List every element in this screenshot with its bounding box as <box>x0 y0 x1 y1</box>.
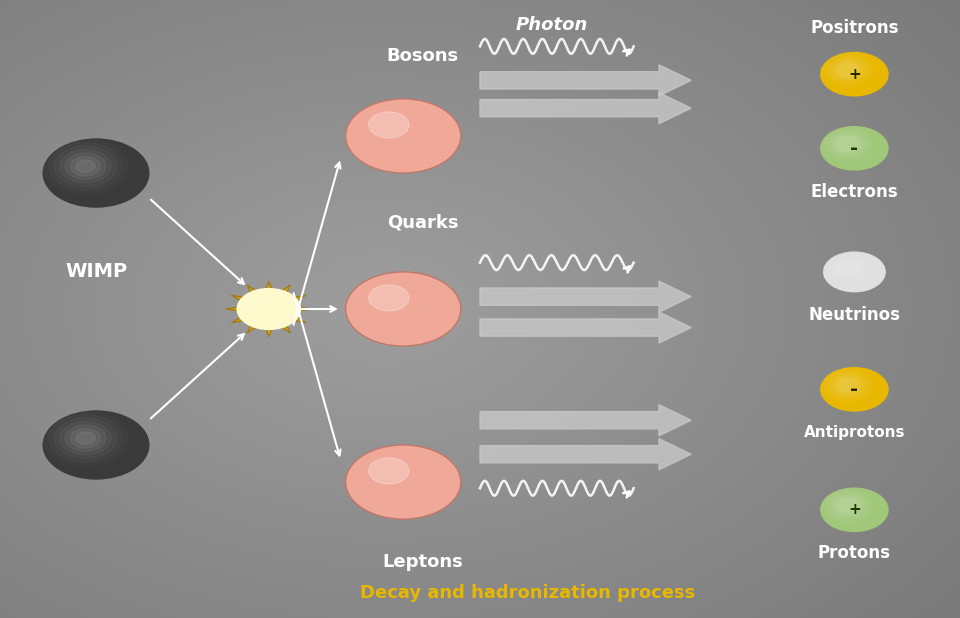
Circle shape <box>70 156 101 176</box>
Circle shape <box>369 458 409 484</box>
Text: WIMP: WIMP <box>65 263 127 281</box>
Text: Positrons: Positrons <box>810 19 899 37</box>
Polygon shape <box>480 65 691 96</box>
Circle shape <box>839 262 858 274</box>
Circle shape <box>838 379 857 391</box>
Circle shape <box>835 62 860 78</box>
Text: Decay and hadronization process: Decay and hadronization process <box>360 584 696 603</box>
Polygon shape <box>480 93 691 124</box>
Circle shape <box>43 139 149 207</box>
Polygon shape <box>226 281 312 337</box>
Text: Protons: Protons <box>818 544 891 562</box>
Circle shape <box>821 368 888 411</box>
Text: Electrons: Electrons <box>810 182 899 201</box>
Circle shape <box>838 499 857 512</box>
Circle shape <box>76 432 95 444</box>
Text: Bosons: Bosons <box>386 46 459 65</box>
Text: Photon: Photon <box>516 15 588 34</box>
Text: -: - <box>851 139 858 158</box>
Circle shape <box>70 428 101 448</box>
Circle shape <box>346 272 461 346</box>
Circle shape <box>821 127 888 170</box>
Polygon shape <box>480 312 691 343</box>
Circle shape <box>838 64 857 76</box>
Circle shape <box>237 289 300 329</box>
Circle shape <box>76 160 95 172</box>
Circle shape <box>838 138 857 150</box>
Circle shape <box>346 445 461 519</box>
Circle shape <box>835 377 860 393</box>
Circle shape <box>835 136 860 152</box>
Circle shape <box>43 411 149 479</box>
Text: Leptons: Leptons <box>382 553 463 572</box>
Circle shape <box>346 99 461 173</box>
Text: -: - <box>851 380 858 399</box>
Circle shape <box>821 488 888 531</box>
Polygon shape <box>480 439 691 470</box>
Polygon shape <box>480 405 691 436</box>
Text: Neutrinos: Neutrinos <box>808 306 900 324</box>
Circle shape <box>369 285 409 311</box>
Circle shape <box>369 112 409 138</box>
Text: +: + <box>848 502 861 517</box>
Text: Quarks: Quarks <box>387 213 458 232</box>
Text: +: + <box>848 67 861 82</box>
Circle shape <box>824 252 885 292</box>
Text: Antiprotons: Antiprotons <box>804 425 905 440</box>
Circle shape <box>835 497 860 514</box>
Circle shape <box>821 53 888 96</box>
Polygon shape <box>480 281 691 312</box>
